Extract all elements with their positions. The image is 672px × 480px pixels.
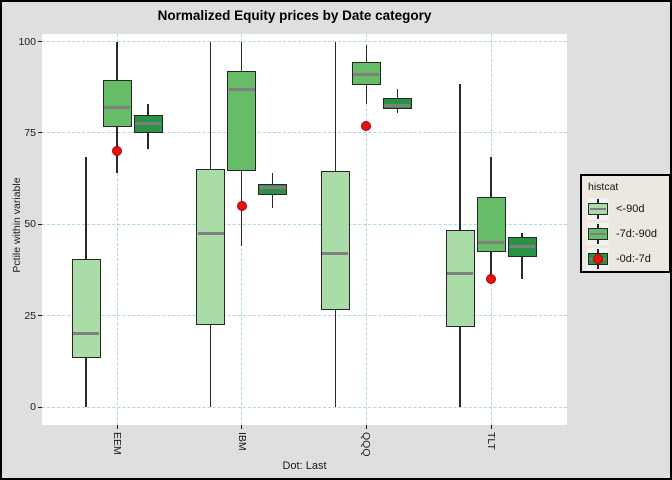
box — [382, 98, 412, 110]
x-tick — [116, 425, 118, 429]
legend-key-boxplot-icon — [587, 247, 609, 270]
box-median — [509, 244, 535, 248]
legend-entries: <-90d -7d:-90d -0d:-7d — [587, 196, 664, 271]
last-dot — [486, 274, 496, 285]
x-tick-label: TLT — [485, 432, 497, 450]
gridline-h — [42, 41, 567, 42]
box-median — [259, 186, 286, 190]
box — [445, 229, 475, 327]
legend-title: histcat — [588, 181, 619, 193]
y-tick — [38, 315, 42, 317]
legend-entry: -7d:-90d — [587, 221, 664, 246]
last-dot — [361, 120, 372, 131]
gridline-v — [116, 34, 118, 425]
y-tick-label: 100 — [18, 35, 36, 48]
legend-label: -7d:-90d — [616, 227, 657, 240]
chart-title: Normalized Equity prices by Date categor… — [157, 8, 432, 23]
box — [71, 258, 101, 358]
key-red-dot-icon — [593, 253, 603, 264]
key-median — [590, 232, 606, 235]
gridline-v — [365, 34, 367, 425]
box — [102, 79, 132, 128]
key-median — [590, 207, 606, 210]
last-dot — [236, 200, 247, 211]
box-median — [228, 87, 255, 91]
last-dot — [112, 146, 122, 157]
box-median — [135, 122, 161, 126]
legend: histcat <-90d -7d:-90d -0d:-7d — [580, 174, 670, 273]
box-median — [447, 272, 473, 276]
x-tick — [241, 425, 243, 429]
box-median — [478, 241, 504, 245]
legend-key-boxplot-icon — [587, 222, 609, 245]
x-axis-title: Dot: Last — [282, 460, 327, 472]
y-tick — [38, 406, 42, 408]
y-tick — [38, 41, 42, 42]
legend-label: -0d:-7d — [616, 252, 651, 265]
box — [227, 70, 257, 172]
gridline-h — [42, 315, 567, 317]
legend-label: <-90d — [616, 202, 645, 215]
x-tick — [365, 425, 367, 429]
box-median — [322, 251, 349, 255]
box — [258, 184, 288, 195]
legend-entry: -0d:-7d — [587, 246, 664, 271]
box-median — [104, 105, 130, 109]
x-tick-label: EEM — [111, 432, 123, 455]
box-median — [353, 72, 380, 76]
y-tick-label: 0 — [30, 401, 36, 413]
y-tick-label: 75 — [24, 126, 36, 139]
x-tick — [490, 425, 492, 429]
y-axis-title: Pctile within variable — [11, 177, 23, 273]
x-tick-label: QQQ — [360, 432, 373, 457]
y-tick-label: 50 — [24, 218, 36, 231]
gridline-h — [42, 223, 567, 225]
y-tick-label: 25 — [24, 309, 36, 322]
box — [196, 169, 226, 325]
y-tick — [38, 132, 42, 134]
legend-key-boxplot-icon — [587, 197, 609, 220]
box-median — [73, 332, 99, 336]
legend-entry: <-90d — [587, 196, 664, 221]
gridline-h — [42, 406, 567, 408]
x-tick-label: IBM — [235, 432, 248, 451]
box-median — [197, 231, 224, 235]
gridline-h — [42, 132, 567, 134]
box — [320, 171, 350, 311]
y-tick — [38, 223, 42, 225]
box-median — [384, 103, 411, 107]
